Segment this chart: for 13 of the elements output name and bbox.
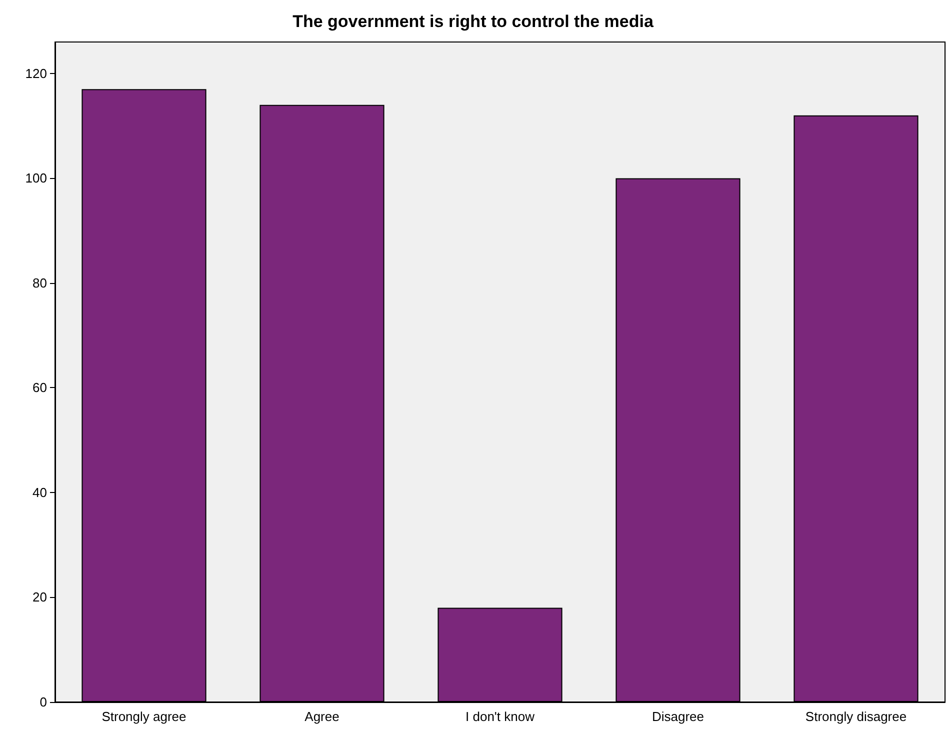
chart-title: The government is right to control the media (292, 12, 654, 31)
y-tick-label: 60 (32, 380, 47, 396)
x-tick-label: I don't know (466, 709, 536, 724)
y-tick-label: 80 (32, 275, 47, 290)
y-tick-label: 100 (25, 170, 47, 186)
y-tick-label: 40 (32, 484, 47, 500)
x-tick-label: Strongly agree (102, 709, 186, 724)
y-tick-label: 0 (40, 694, 47, 710)
y-tick-label: 20 (32, 590, 47, 605)
x-tick-label: Disagree (652, 709, 704, 724)
x-tick-label: Agree (304, 709, 340, 724)
y-tick-label: 120 (25, 66, 47, 81)
x-tick-label: Strongly disagree (805, 709, 907, 724)
